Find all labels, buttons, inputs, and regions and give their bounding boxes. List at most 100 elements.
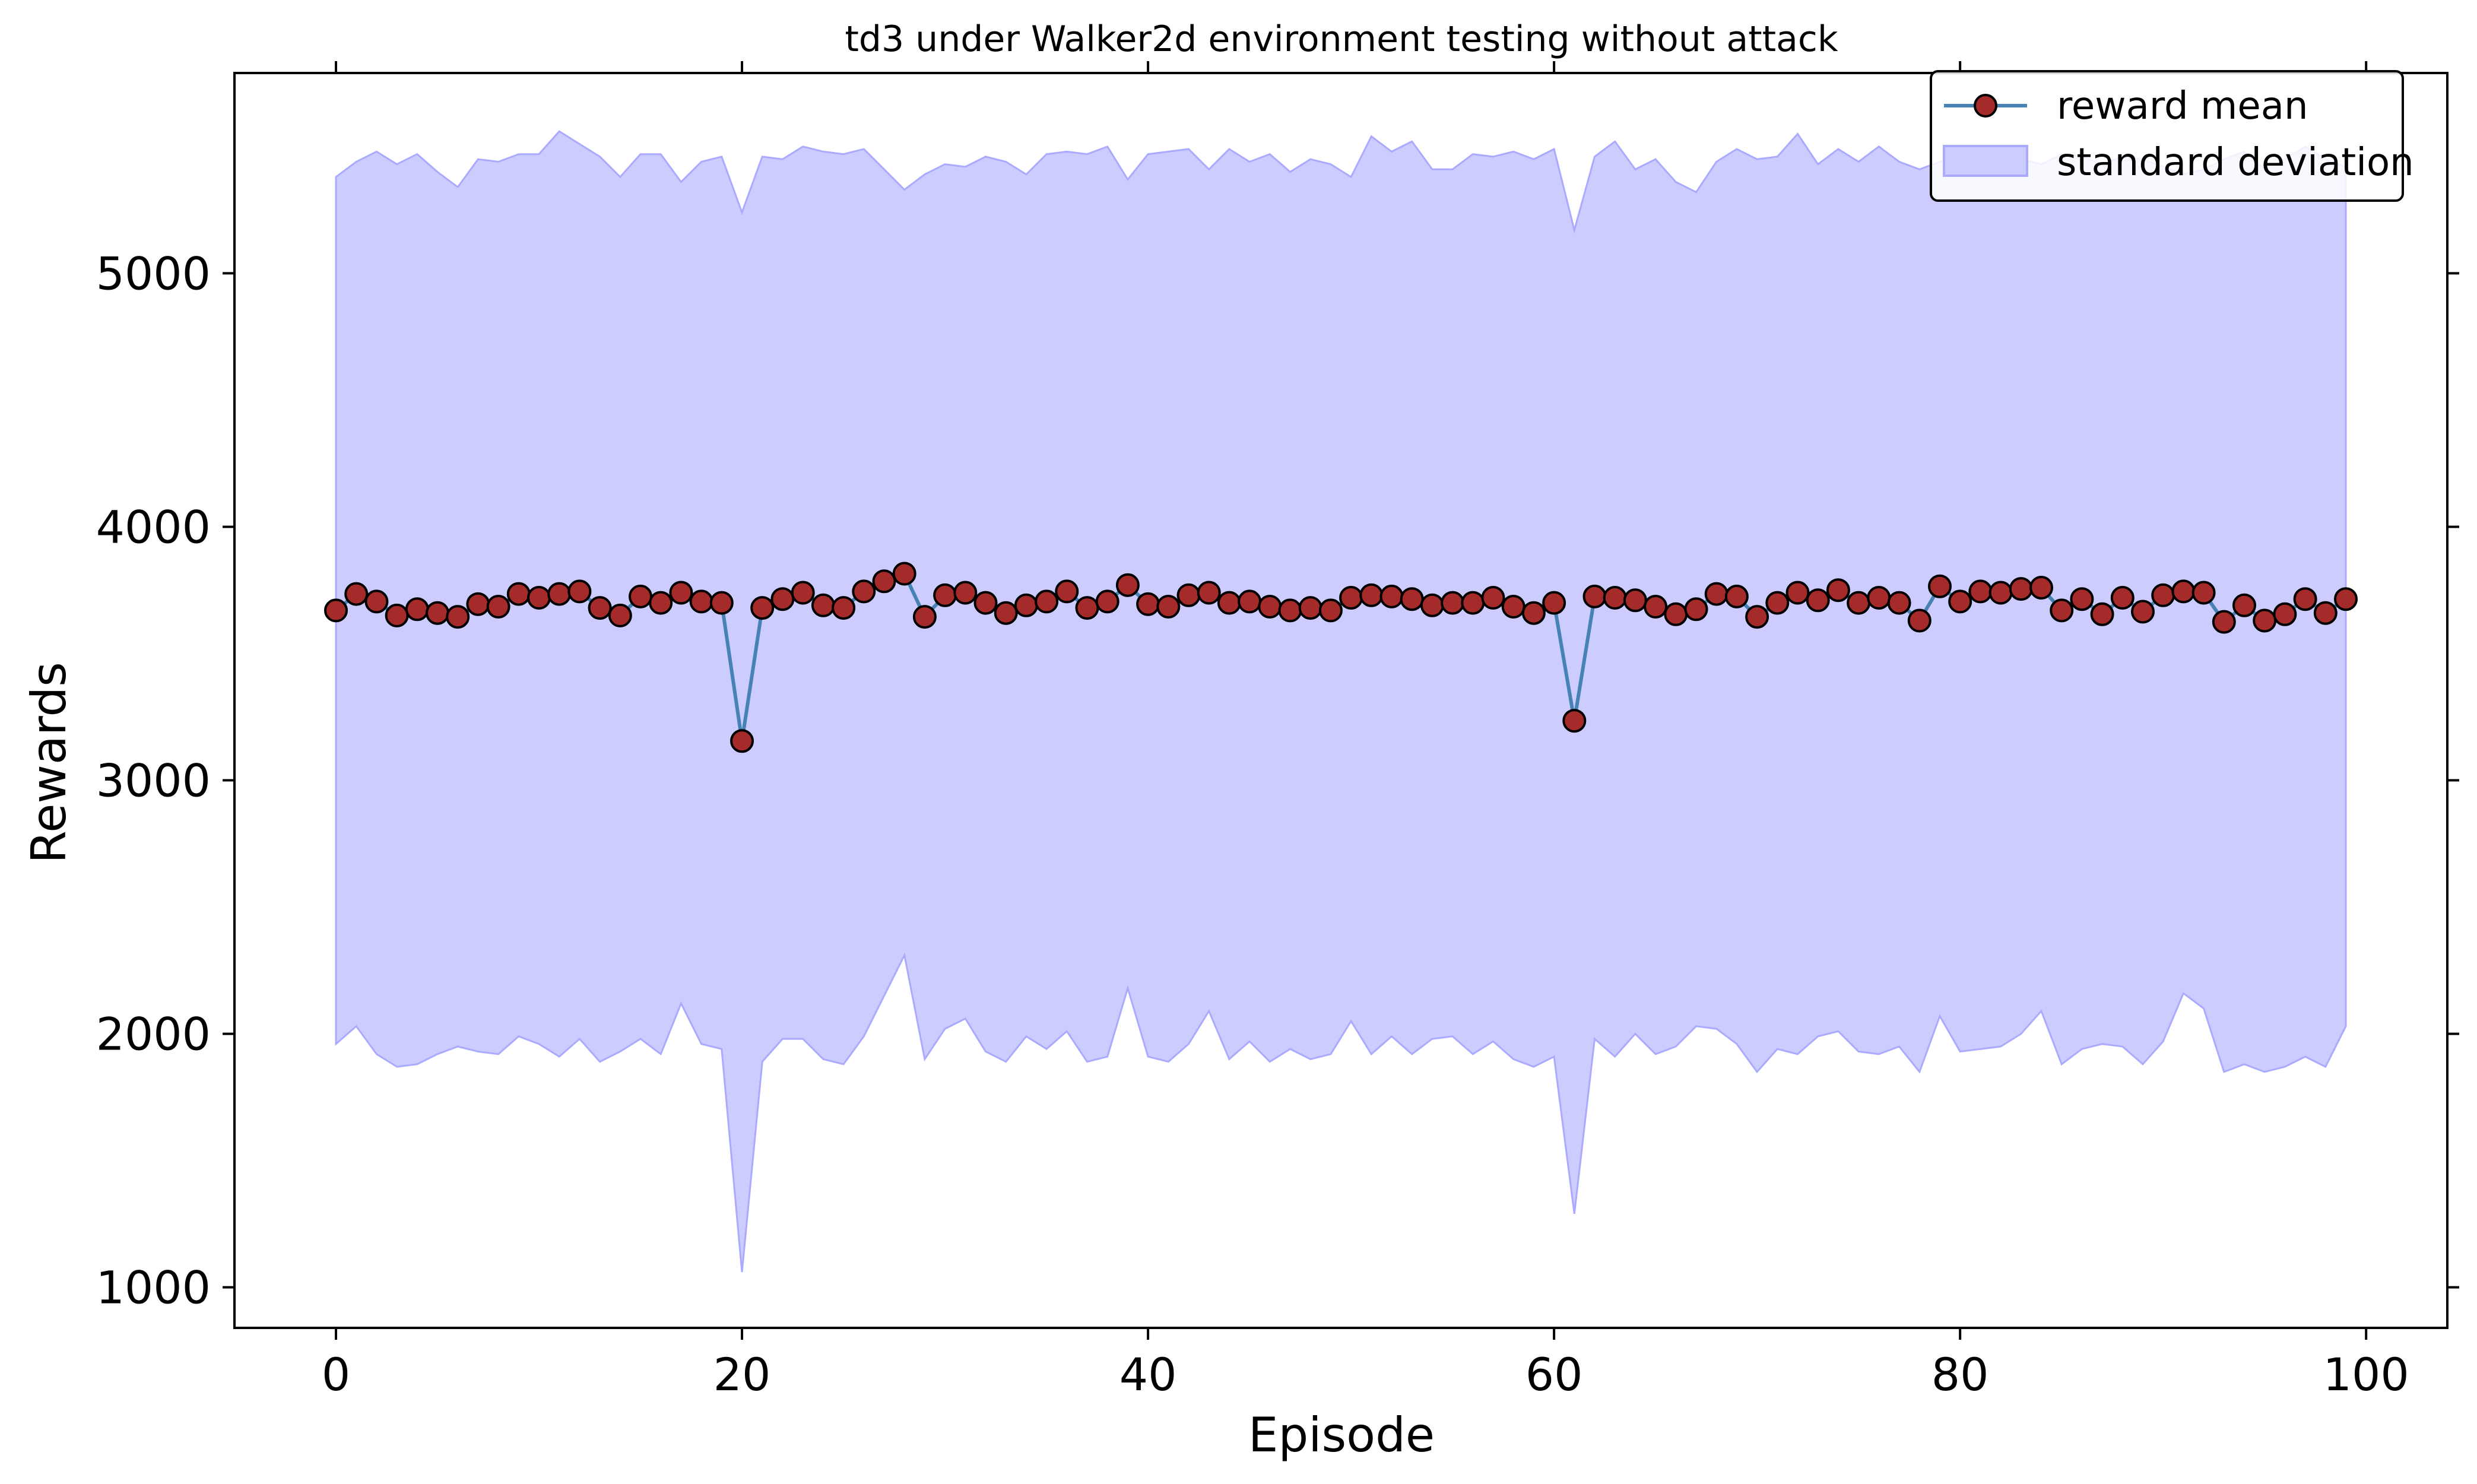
data-point [1481,586,1505,610]
data-point [1765,591,1790,615]
data-point [2090,602,2114,626]
data-point [1745,605,1769,629]
data-point [730,729,754,753]
data-point [466,592,490,616]
data-point [1968,579,1993,604]
data-point [385,603,409,627]
data-point [1318,598,1343,623]
data-point [750,596,775,620]
data-point [1988,581,2013,605]
data-point [1948,589,1972,614]
data-point [1867,586,1891,610]
std-deviation-band [335,130,2347,1273]
data-point [892,562,916,586]
legend: reward mean standard deviation [1930,70,2414,202]
data-point [1176,583,1201,607]
chart-title: td3 under Walker2d environment testing w… [845,18,1838,60]
data-point [1359,583,1384,607]
data-point [1197,581,1221,605]
data-point [1217,591,1241,615]
data-point [2191,581,2216,605]
data-point [1521,601,1546,625]
data-point [669,581,693,605]
data-point [1441,591,1465,615]
data-point [1684,597,1708,621]
x-tick-label: 80 [1932,1348,1989,1401]
data-point [1582,584,1607,608]
data-point [1339,586,1363,610]
data-point [1644,595,1668,619]
data-point [2110,586,2135,610]
data-point [2009,577,2033,601]
x-axis-label: Episode [1248,1407,1435,1463]
data-point [912,605,937,629]
data-point [2171,579,2196,604]
x-tick-label: 0 [322,1348,350,1401]
data-point [2293,587,2317,611]
data-point [1603,586,1627,610]
data-point [1664,602,1688,626]
data-point [1055,579,1079,604]
data-point [506,582,531,606]
data-point [1724,584,1749,608]
data-point [973,591,998,615]
data-point [994,601,1018,625]
data-point [324,598,348,623]
x-axis-ticks: 0 20 40 60 80 100 [322,61,2409,1401]
y-axis-label: Rewards [21,662,77,864]
data-point [1095,589,1119,614]
y-tick-label: 5000 [96,247,211,300]
data-point [1928,574,1952,598]
data-point [2334,587,2358,611]
data-point [608,603,632,627]
x-tick-label: 40 [1119,1348,1177,1401]
data-point [1420,593,1444,617]
reward-mean-markers [324,562,2358,753]
data-point [2273,602,2297,626]
data-point [527,586,551,610]
data-point [1156,595,1181,619]
data-point [1258,595,1282,619]
x-tick-label: 20 [713,1348,771,1401]
data-point [2050,598,2074,623]
data-point [1806,588,1830,613]
data-point [426,601,449,625]
data-point [567,579,592,604]
data-point [1785,581,1810,605]
data-point [953,581,978,605]
data-point [486,595,510,619]
data-point [446,605,470,629]
y-tick-label: 2000 [96,1008,211,1061]
axes-frame [233,72,2449,1329]
data-point [1035,589,1059,614]
y-axis-ticks: 1000 2000 3000 4000 5000 [96,247,2459,1314]
data-point [588,596,612,620]
plot-area [324,130,2358,1273]
data-point [832,596,856,620]
data-point [1400,587,1424,611]
data-point [1623,588,1647,613]
data-point [405,597,429,621]
data-point [1907,608,1932,633]
data-point [1115,573,1140,597]
data-point [1704,582,1728,606]
data-point [689,589,713,614]
data-point [1278,598,1302,623]
data-point [791,581,815,605]
data-point [2313,601,2338,625]
data-point [1298,596,1322,620]
legend-band-swatch [1943,145,2028,177]
data-point [2253,608,2277,633]
data-point [1014,593,1038,617]
data-point [1136,592,1160,616]
data-point [1826,578,1850,603]
data-point [1562,709,1587,733]
data-point [1542,591,1566,615]
data-point [629,584,652,608]
data-point [547,582,572,606]
data-point [649,591,673,615]
data-point [2212,610,2236,634]
data-point [1075,596,1099,620]
data-point [1461,591,1485,615]
data-point [933,583,957,607]
